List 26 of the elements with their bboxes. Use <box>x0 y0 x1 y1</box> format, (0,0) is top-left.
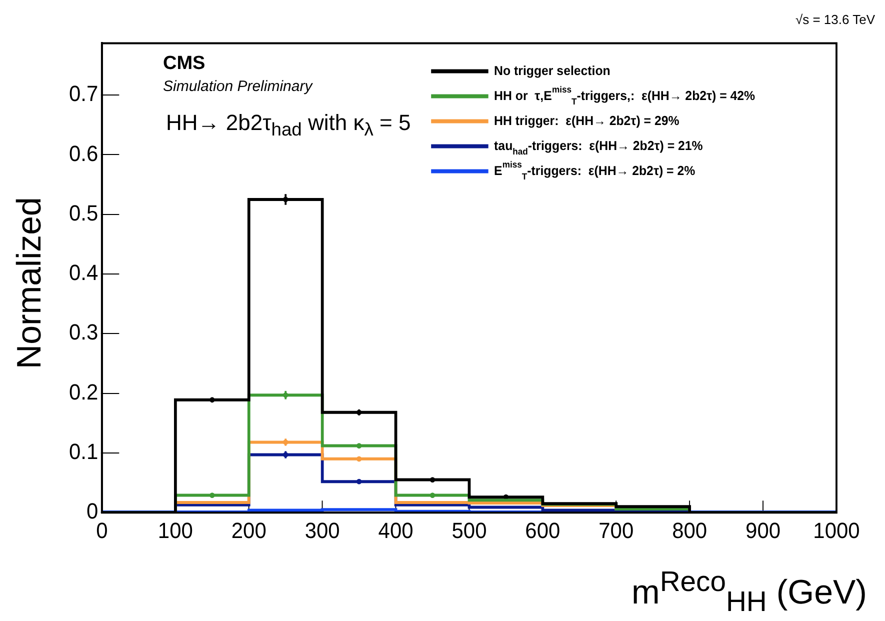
y-tick-label: 0.5 <box>69 201 98 226</box>
legend-label: No trigger selection <box>494 64 610 78</box>
annotation: Simulation Preliminary <box>163 78 312 95</box>
y-tick-label: 0 <box>86 499 98 524</box>
y-tick-label: 0.7 <box>69 82 98 106</box>
y-tick-label: 0.3 <box>69 320 98 345</box>
x-tick-label: 900 <box>746 518 781 543</box>
x-tick-label: 800 <box>672 518 708 543</box>
x-tick-label: 400 <box>378 518 414 543</box>
x-axis-title: m$^{Reco}$$_{HH}$ (GeV) <box>631 566 867 620</box>
y-tick-label: 0.6 <box>69 141 98 166</box>
x-tick-label: 1000 <box>813 518 860 543</box>
x-tick-label: 200 <box>231 518 266 543</box>
annotation: HH→ 2b2τ$_{had}$ with κ$_{λ}$ = 5 <box>166 110 411 140</box>
y-tick-label: 0.2 <box>69 380 98 404</box>
y-tick-label: 0.1 <box>69 440 98 464</box>
x-tick-label: 300 <box>304 518 340 543</box>
text: √s = 13.6 TeV <box>795 12 875 27</box>
legend-label: HH trigger: ε(HH→ 2b2τ) = 29% <box>494 114 680 128</box>
x-tick-label: 700 <box>598 518 634 543</box>
x-tick-label: 500 <box>452 518 487 543</box>
annotation: CMS <box>163 53 206 75</box>
y-axis-title: Normalized <box>10 197 50 369</box>
x-tick-label: 600 <box>525 518 560 543</box>
x-tick-label: 100 <box>158 518 193 543</box>
y-tick-label: 0.4 <box>69 260 98 286</box>
